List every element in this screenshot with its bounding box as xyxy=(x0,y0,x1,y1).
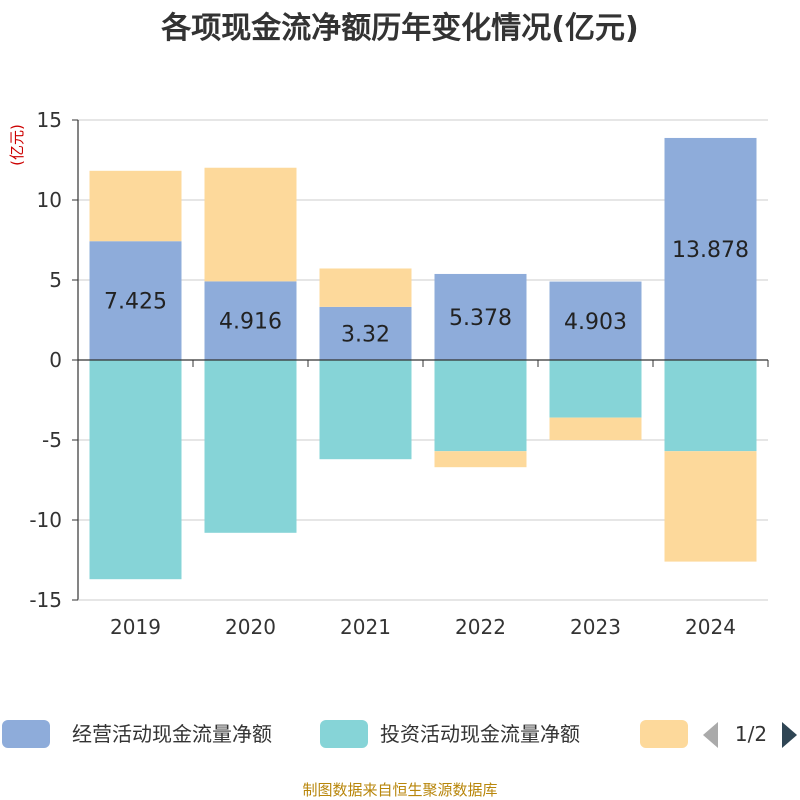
y-ticks: 15 10 5 0 -5 -10 -15 xyxy=(29,108,78,612)
bar-2020-series-1[interactable] xyxy=(204,360,297,533)
y-tick-label: -15 xyxy=(29,588,62,612)
bar-2024-series-2[interactable] xyxy=(664,451,757,562)
x-ticks: 2019 2020 2021 2022 2023 2024 xyxy=(110,615,736,639)
y-tick-label: 15 xyxy=(37,108,62,132)
data-label-2024: 13.878 xyxy=(672,238,749,263)
bar-2023-series-1[interactable] xyxy=(549,360,642,418)
legend-prev-icon[interactable] xyxy=(703,722,718,748)
x-tick-label: 2023 xyxy=(570,615,621,639)
data-label-2019: 7.425 xyxy=(104,290,167,315)
legend-label-1[interactable]: 投资活动现金流量净额 xyxy=(380,722,580,746)
x-tick-label: 2021 xyxy=(340,615,391,639)
bar-2022-series-0[interactable] xyxy=(434,273,527,360)
legend-page-indicator: 1/2 xyxy=(735,722,767,746)
bar-2019-series-2[interactable] xyxy=(89,170,182,242)
bar-2019-series-1[interactable] xyxy=(89,360,182,580)
data-label-2021: 3.32 xyxy=(341,322,390,347)
bar-2019-series-0[interactable] xyxy=(89,241,182,360)
bar-2020-series-2[interactable] xyxy=(204,167,297,282)
data-label-2023: 4.903 xyxy=(564,310,627,335)
y-tick-label: 10 xyxy=(37,188,62,212)
footer-source: 制图数据来自恒生聚源数据库 xyxy=(302,781,497,799)
bar-2022-series-2[interactable] xyxy=(434,451,527,468)
y-tick-label: -5 xyxy=(42,428,62,452)
bar-2021-series-2[interactable] xyxy=(319,268,412,307)
legend-label-0[interactable]: 经营活动现金流量净额 xyxy=(72,722,272,746)
legend-swatch-1[interactable] xyxy=(320,720,368,748)
bar-2021-series-1[interactable] xyxy=(319,360,412,460)
bar-2023-series-2[interactable] xyxy=(549,417,642,440)
x-tick-label: 2022 xyxy=(455,615,506,639)
data-label-2022: 5.378 xyxy=(449,306,512,331)
y-tick-label: 0 xyxy=(49,348,62,372)
bars xyxy=(89,137,757,580)
x-tick-label: 2020 xyxy=(225,615,276,639)
bar-2022-series-1[interactable] xyxy=(434,360,527,452)
bar-2023-series-0[interactable] xyxy=(549,281,642,360)
chart-title: 各项现金流净额历年变化情况(亿元) xyxy=(160,11,638,46)
legend-next-icon[interactable] xyxy=(782,722,797,748)
data-labels: 7.425 4.916 3.32 5.378 4.903 13.878 xyxy=(104,238,749,347)
data-label-2020: 4.916 xyxy=(219,310,282,335)
legend: 经营活动现金流量净额 投资活动现金流量净额 1/2 xyxy=(2,720,797,748)
y-tick-label: 5 xyxy=(49,268,62,292)
y-axis-unit: (亿元) xyxy=(8,124,26,166)
bar-2024-series-0[interactable] xyxy=(664,137,757,360)
x-tick-label: 2024 xyxy=(685,615,736,639)
y-tick-label: -10 xyxy=(29,508,62,532)
legend-swatch-2[interactable] xyxy=(640,720,688,748)
legend-swatch-0[interactable] xyxy=(2,720,50,748)
x-tick-label: 2019 xyxy=(110,615,161,639)
bar-2024-series-1[interactable] xyxy=(664,360,757,452)
bar-2020-series-0[interactable] xyxy=(204,281,297,360)
bar-2021-series-0[interactable] xyxy=(319,306,412,360)
